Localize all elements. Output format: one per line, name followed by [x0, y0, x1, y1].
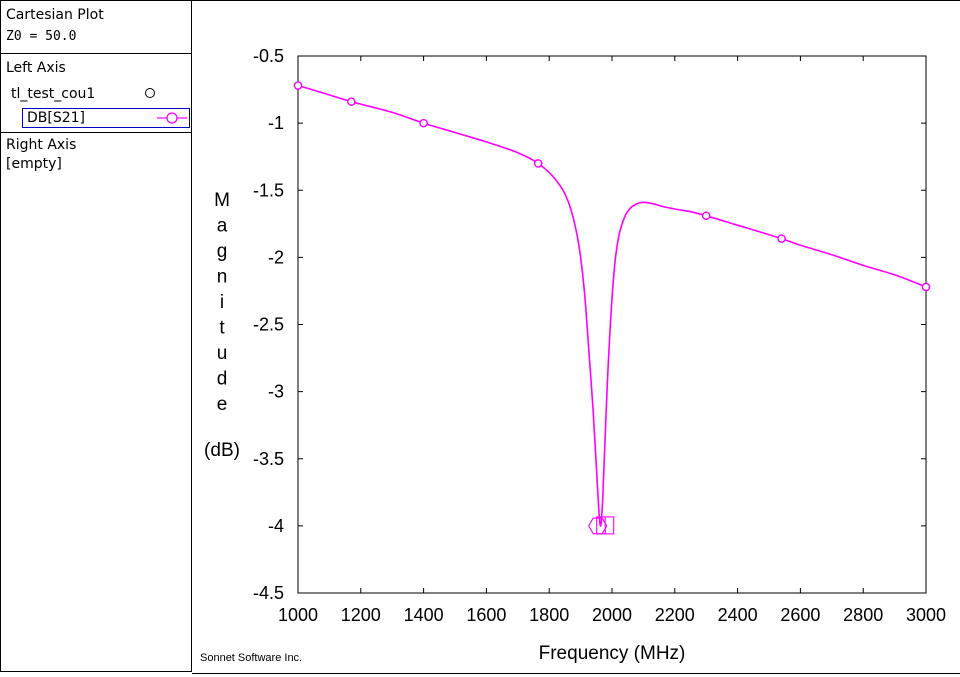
- data-point-marker: [921, 282, 931, 292]
- data-point-marker: [419, 118, 428, 128]
- file-name: tl_test_cou1: [11, 86, 96, 102]
- plot-area[interactable]: -0.5 -1 -1.5 -2 -2.5 -3 -3.5 -4 -4.5 1000 1200 140…: [192, 0, 960, 674]
- trace-legend-icon: [157, 112, 187, 124]
- y-tick-label: -2: [268, 247, 284, 267]
- x-tick-label: 2800: [843, 605, 883, 625]
- x-tick-label: 2200: [655, 605, 695, 625]
- plot-frame: [297, 55, 927, 594]
- y-tick-label: -0.5: [253, 46, 284, 66]
- y-tick-label: -3.5: [253, 449, 284, 469]
- x-tick-label: 1400: [404, 605, 444, 625]
- plot-type-label: Cartesian Plot: [6, 7, 104, 23]
- left-axis-section: Left Axis tl_test_cou1 DB[S21]: [1, 54, 191, 133]
- x-tick-label: 1200: [341, 605, 381, 625]
- y-ticks: -0.5 -1 -1.5 -2 -2.5 -3 -3.5 -4 -4.5: [253, 46, 926, 603]
- y-tick-label: -2.5: [253, 315, 284, 335]
- series-markers: [293, 81, 931, 292]
- y-tick-label: -4: [268, 516, 284, 536]
- x-tick-label: 1800: [529, 605, 569, 625]
- x-tick-label: 2600: [780, 605, 820, 625]
- right-axis-section: Right Axis [empty]: [1, 133, 191, 193]
- y-tick-label: -4.5: [253, 583, 284, 603]
- x-tick-label: 3000: [906, 605, 946, 625]
- x-axis-label: Frequency (MHz): [539, 643, 686, 664]
- y-label-unit: (dB): [204, 440, 240, 461]
- y-label-letter: n: [217, 267, 228, 288]
- y-label-letter: t: [219, 318, 225, 339]
- y-label-letter: e: [217, 394, 228, 415]
- y-label-letter: u: [217, 343, 228, 364]
- trace-name: DB[S21]: [27, 110, 86, 126]
- file-circle-icon: [145, 88, 155, 98]
- y-tick-label: -3: [268, 382, 284, 402]
- right-axis-empty: [empty]: [6, 156, 62, 172]
- data-point-marker: [293, 81, 303, 90]
- y-label-letter: i: [220, 292, 224, 313]
- x-tick-label: 1600: [466, 605, 506, 625]
- sidebar: Cartesian Plot Z0 = 50.0 Left Axis tl_te…: [0, 0, 192, 672]
- data-point-marker: [347, 97, 356, 106]
- y-tick-label: -1.5: [253, 180, 284, 200]
- trace-item-dbs21[interactable]: DB[S21]: [22, 108, 190, 128]
- chart[interactable]: -0.5 -1 -1.5 -2 -2.5 -3 -3.5 -4 -4.5 1000 1200 140…: [192, 1, 960, 673]
- x-tick-label: 2000: [592, 605, 632, 625]
- y-label-letter: g: [217, 241, 228, 262]
- data-point-marker: [701, 211, 711, 221]
- z0-label: Z0 = 50.0: [6, 29, 77, 44]
- right-axis-label: Right Axis: [6, 137, 77, 153]
- x-tick-label: 1000: [278, 605, 318, 625]
- plot-info-section: Cartesian Plot Z0 = 50.0: [1, 1, 191, 54]
- series-line-dbs21: [297, 84, 927, 527]
- data-point-marker: [777, 234, 786, 243]
- left-axis-label: Left Axis: [6, 60, 66, 76]
- y-label-letter: M: [214, 190, 230, 211]
- y-label-letter: d: [217, 369, 228, 390]
- min-marker: [588, 516, 615, 535]
- x-tick-label: 2400: [718, 605, 758, 625]
- y-tick-label: -1: [268, 113, 284, 133]
- data-point-marker: [533, 159, 543, 168]
- file-item[interactable]: tl_test_cou1: [9, 84, 185, 104]
- y-label-letter: a: [217, 216, 228, 237]
- x-ticks: 1000 1200 1400 1600 1800 2000 2200 2400 2600 2800…: [278, 56, 946, 625]
- credit-text: Sonnet Software Inc.: [200, 652, 302, 664]
